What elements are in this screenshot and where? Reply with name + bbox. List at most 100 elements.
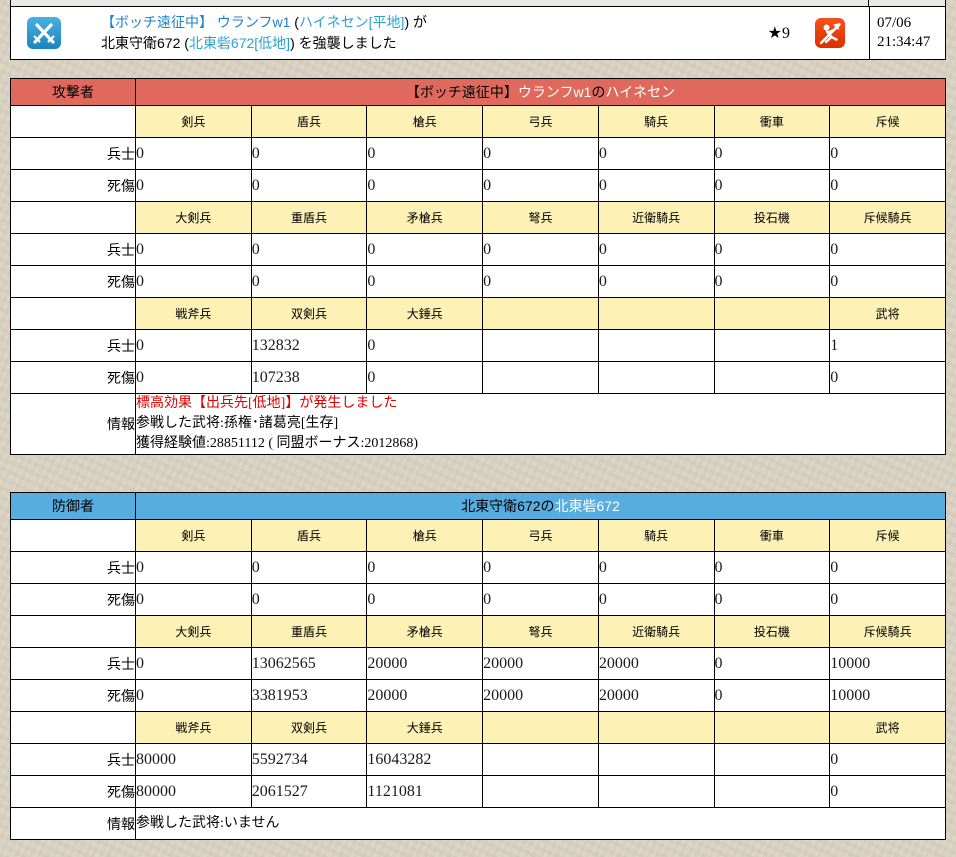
soldier-row: 兵士 0 13062565 20000 20000 20000 0 10000	[10, 647, 946, 680]
message-link[interactable]: 【ボッチ遠征中】	[101, 14, 213, 30]
unit-header-cell: 騎兵	[597, 105, 715, 138]
casualty-count-cell: 0	[482, 265, 599, 298]
unit-header-cell: 戦斧兵	[135, 711, 252, 744]
unit-header-cell: 大剣兵	[135, 615, 252, 648]
soldier-count-cell: 20000	[482, 647, 599, 680]
soldier-count-cell: 0	[713, 137, 831, 170]
soldier-count-cell: 0	[135, 137, 252, 170]
soldier-count-cell: 0	[250, 137, 368, 170]
unit-header-cell	[713, 297, 831, 330]
unit-header-cell: 近衛騎兵	[597, 201, 715, 234]
soldier-count-cell: 0	[482, 137, 599, 170]
soldier-count-cell: 0	[482, 233, 599, 266]
soldier-count-cell	[482, 743, 599, 776]
spacer-cell	[10, 615, 136, 648]
unit-header-cell: 投石機	[713, 615, 831, 648]
soldier-count-cell: 0	[829, 137, 946, 170]
unit-header-cell: 斥候騎兵	[829, 615, 946, 648]
message-link[interactable]: ウランフw1	[216, 14, 291, 30]
unit-header-row: 剣兵 盾兵 槍兵 弓兵 騎兵 衝車 斥候	[10, 519, 946, 552]
info-line: 参戦した武将:いません	[136, 815, 280, 831]
casualty-count-cell: 0	[366, 361, 484, 394]
casualty-count-cell: 0	[829, 169, 946, 202]
soldier-count-cell: 1	[829, 329, 946, 362]
unit-header-cell	[482, 711, 599, 744]
casualty-row: 死傷 0 3381953 20000 20000 20000 0 10000	[10, 679, 946, 712]
battle-time: 21:34:47	[877, 34, 931, 50]
casualty-row: 死傷 80000 2061527 1121081 0	[10, 775, 946, 808]
unit-header-cell: 矛槍兵	[366, 201, 484, 234]
casualty-count-cell: 20000	[482, 679, 599, 712]
casualty-count-cell: 0	[135, 265, 252, 298]
soldier-count-cell: 0	[250, 233, 368, 266]
soldier-row: 兵士 0 132832 0 1	[10, 329, 946, 362]
alert-info-line: 標高効果【出兵先[低地]】が発生しました	[136, 396, 398, 411]
attacker-title-row: 攻撃者 【ボッチ遠征中】ウランフw1のハイネセン	[10, 78, 946, 106]
casualty-count-cell	[597, 361, 715, 394]
row-label: 死傷	[10, 169, 136, 202]
soldier-count-cell: 0	[597, 233, 715, 266]
battle-message-bar: 【ボッチ遠征中】 ウランフw1 (ハイネセン[平地]) が 北東守衛672 (北…	[10, 0, 946, 60]
unit-header-cell: 弓兵	[482, 105, 599, 138]
casualty-count-cell: 2061527	[250, 775, 368, 808]
casualty-count-cell: 0	[366, 583, 484, 616]
unit-header-cell: 双剣兵	[250, 297, 368, 330]
unit-header-cell: 弩兵	[482, 615, 599, 648]
casualty-count-cell	[713, 775, 831, 808]
message-text: 北東守衛672 (	[101, 35, 189, 51]
row-label: 死傷	[10, 775, 136, 808]
casualty-row: 死傷 0 0 0 0 0 0 0	[10, 583, 946, 616]
soldier-count-cell: 5592734	[250, 743, 368, 776]
soldier-count-cell: 0	[366, 329, 484, 362]
title-text: 北東守衛672の	[461, 498, 555, 514]
unit-header-row: 大剣兵 重盾兵 矛槍兵 弩兵 近衛騎兵 投石機 斥候騎兵	[10, 201, 946, 234]
unit-header-cell: 近衛騎兵	[597, 615, 715, 648]
defender-table: 防御者 北東守衛672の北東砦672 剣兵 盾兵 槍兵 弓兵 騎兵 衝車 斥候 兵士 0 0 0 0 0…	[10, 492, 946, 840]
message-text: ) が	[404, 14, 427, 30]
row-label: 死傷	[10, 361, 136, 394]
timestamp: 07/06 21:34:47	[869, 7, 945, 59]
row-label: 兵士	[10, 233, 136, 266]
previous-row-cell	[11, 0, 868, 6]
casualty-row: 死傷 0 0 0 0 0 0 0	[10, 169, 946, 202]
unit-header-cell: 盾兵	[250, 519, 368, 552]
casualty-count-cell	[482, 361, 599, 394]
row-label: 兵士	[10, 137, 136, 170]
soldier-row: 兵士 0 0 0 0 0 0 0	[10, 137, 946, 170]
soldier-count-cell: 0	[829, 743, 946, 776]
title-link[interactable]: ハイネセン	[605, 84, 676, 100]
unit-header-cell: 衝車	[713, 519, 831, 552]
row-label: 兵士	[10, 647, 136, 680]
casualty-count-cell: 0	[366, 169, 484, 202]
casualty-count-cell	[713, 361, 831, 394]
casualty-count-cell: 0	[829, 583, 946, 616]
title-link[interactable]: ウランフw1	[517, 84, 592, 100]
soldier-count-cell: 0	[135, 647, 252, 680]
soldier-count-cell: 0	[829, 233, 946, 266]
casualty-count-cell: 0	[597, 265, 715, 298]
soldier-count-cell: 0	[135, 233, 252, 266]
title-link[interactable]: 北東砦672	[554, 498, 620, 514]
casualty-count-cell: 0	[713, 265, 831, 298]
battle-message: 【ボッチ遠征中】 ウランフw1 (ハイネセン[平地]) が 北東守衛672 (北…	[101, 12, 427, 54]
unit-header-cell: 双剣兵	[250, 711, 368, 744]
message-link[interactable]: ハイネセン[平地]	[298, 14, 405, 30]
attacker-table: 攻撃者 【ボッチ遠征中】ウランフw1のハイネセン 剣兵 盾兵 槍兵 弓兵 騎兵 衝車 斥候兵…	[10, 78, 946, 455]
battle-date: 07/06	[877, 15, 912, 31]
soldier-count-cell: 0	[713, 551, 831, 584]
row-label: 情報	[10, 393, 136, 455]
message-link[interactable]: 北東砦672[低地]	[188, 35, 291, 51]
unit-header-row: 戦斧兵 双剣兵 大錘兵 武将	[10, 297, 946, 330]
unit-header-cell: 剣兵	[135, 519, 252, 552]
soldier-count-cell	[713, 329, 831, 362]
casualty-count-cell: 0	[366, 265, 484, 298]
spacer-cell	[10, 105, 136, 138]
unit-header-row: 剣兵 盾兵 槍兵 弓兵 騎兵 衝車 斥候	[10, 105, 946, 138]
soldier-count-cell: 0	[482, 551, 599, 584]
battle-message-line2: 北東守衛672 (北東砦672[低地]) を強襲しました	[101, 33, 427, 54]
unit-header-cell: 槍兵	[366, 519, 484, 552]
info-line: 参戦した武将:孫権･諸葛亮[生存]	[136, 416, 339, 431]
unit-header-row: 戦斧兵 双剣兵 大錘兵 武将	[10, 711, 946, 744]
spacer-cell	[10, 711, 136, 744]
casualty-count-cell: 0	[829, 775, 946, 808]
